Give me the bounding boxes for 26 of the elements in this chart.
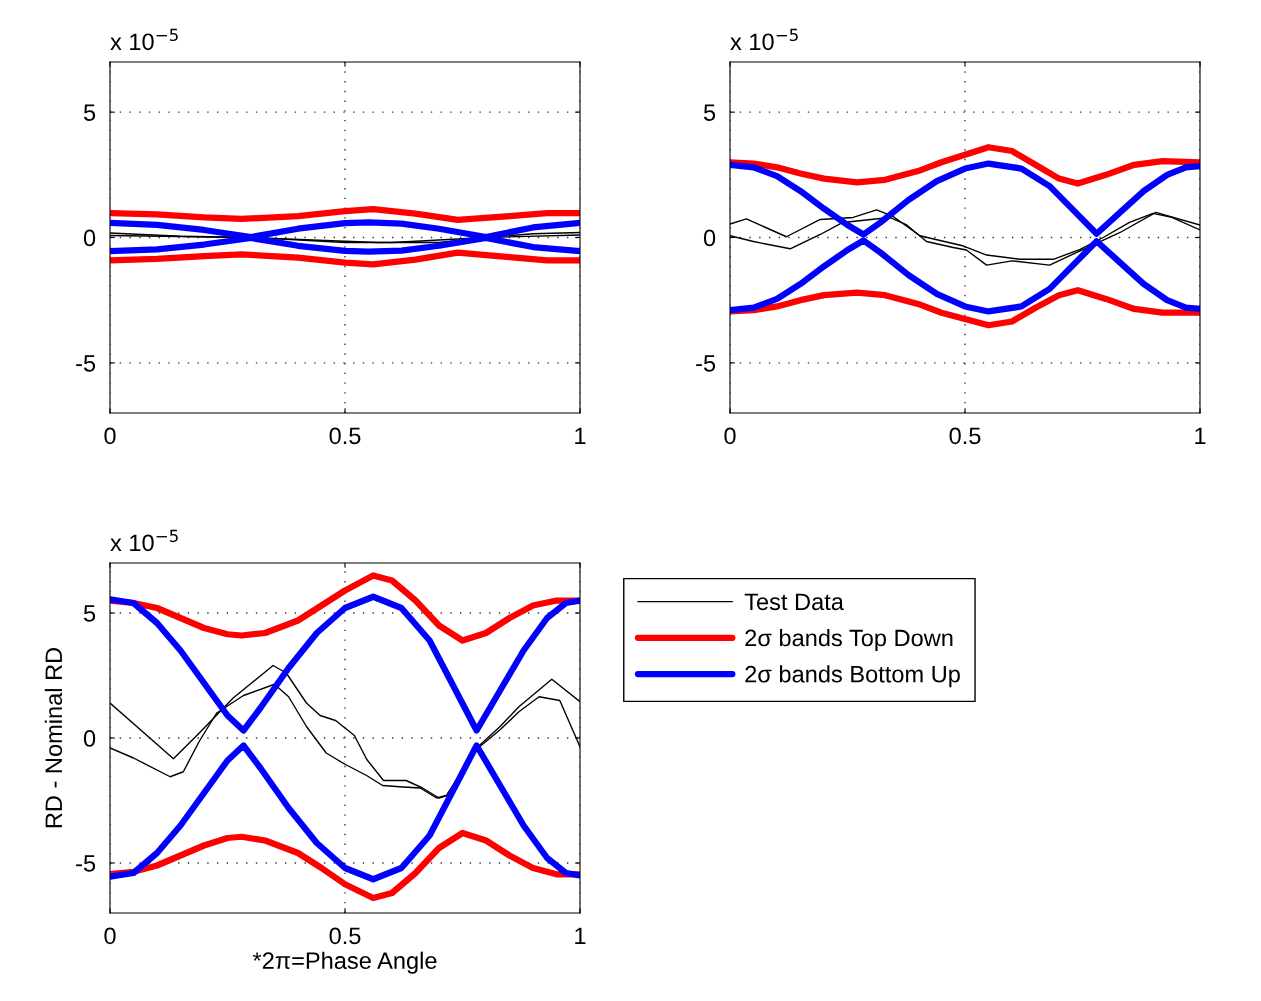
x-tick-label: 0.5: [329, 427, 361, 445]
x-tick-label: 0: [724, 427, 736, 445]
x-tick-label: 1: [575, 927, 586, 944]
y-tick-label: 0: [83, 229, 96, 247]
x-tick-label: 1: [1195, 427, 1206, 444]
text: x 10$^{−5}$: [110, 28, 178, 51]
x-tick-label: 1: [575, 427, 586, 444]
y-tick-label: 0: [83, 730, 96, 747]
y-tick-label: 0: [703, 229, 716, 247]
y-tick-label: 5: [703, 104, 716, 121]
y-tick-label: 5: [83, 605, 96, 622]
y-tick-label: -5: [76, 355, 96, 372]
x-tick-label: 0.5: [949, 427, 981, 445]
y-tick-label: 5: [83, 104, 96, 121]
text: x 10$^{−5}$: [730, 28, 798, 51]
legend-label: Test Data: [744, 593, 844, 611]
x-axis-title: *2π=Phase Angle: [252, 951, 437, 974]
y-tick-label: -5: [76, 855, 96, 872]
legend-label: 2σ bands Top Down: [745, 629, 953, 652]
text: x 10$^{−5}$: [110, 529, 178, 552]
legend-label: 2σ bands Bottom Up: [745, 665, 960, 688]
x-tick-label: 0: [104, 927, 116, 945]
x-tick-label: 0.5: [329, 927, 361, 945]
y-axis-title: RD - Nominal RD: [44, 647, 63, 828]
x-tick-label: 0: [104, 427, 116, 445]
y-tick-label: -5: [696, 355, 716, 372]
